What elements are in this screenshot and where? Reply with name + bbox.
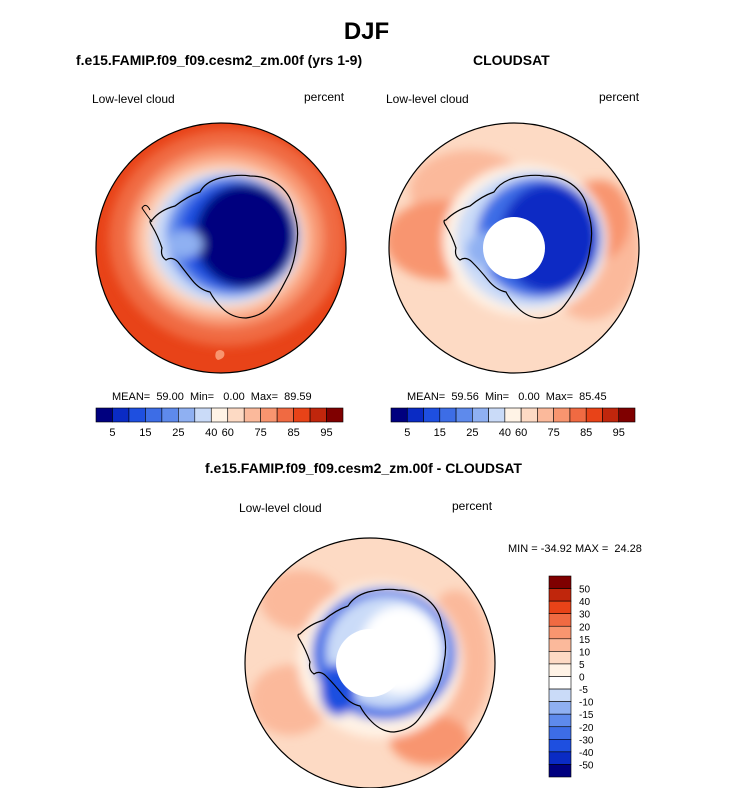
colorbar-swatch (145, 407, 163, 423)
colorbar-swatch (548, 739, 572, 753)
colorbar-swatch (548, 726, 572, 740)
colorbar-tick-label: 15 (579, 635, 591, 646)
colorbar-tick-label: 85 (580, 427, 592, 439)
colorbar-swatch (472, 407, 489, 423)
panel1-variable-label: Low-level cloud (92, 92, 175, 106)
colorbar-tick-label: 5 (579, 660, 585, 671)
panel3-stats: MIN = -34.92 MAX = 24.28 (508, 543, 642, 555)
panel3-variable-label: Low-level cloud (239, 501, 322, 515)
panel1-stats: MEAN= 59.00 Min= 0.00 Max= 89.59 (112, 391, 312, 403)
colorbar-tick-label: 25 (172, 427, 184, 439)
colorbar-tick-label: 30 (579, 610, 591, 621)
colorbar-tick-label: 15 (139, 427, 151, 439)
colorbar-tick-label: 60 (515, 427, 527, 439)
colorbar-swatch (260, 407, 278, 423)
panel2-variable-label: Low-level cloud (386, 92, 469, 106)
colorbar-tick-label: 5 (404, 427, 410, 439)
colorbar-swatch (406, 407, 424, 423)
colorbar-swatch (488, 407, 506, 423)
colorbar-swatch (243, 407, 261, 423)
panel3-map (244, 537, 496, 788)
page-title: DJF (343, 18, 390, 45)
colorbar-swatch (520, 407, 538, 423)
colorbar-swatch (548, 625, 572, 640)
panel1-units-label: percent (304, 90, 345, 104)
colorbar-tick-label: -10 (579, 698, 594, 709)
colorbar-tick-label: 10 (579, 647, 591, 658)
colorbar-tick-label: 95 (613, 427, 625, 439)
colorbar-tick-label: 75 (255, 427, 267, 439)
colorbar-tick-label: -20 (579, 723, 594, 734)
colorbar-tick-label: 40 (579, 597, 591, 608)
colorbar-swatch (227, 407, 245, 423)
colorbar-tick-label: 95 (320, 427, 332, 439)
colorbar-swatch (602, 407, 620, 423)
colorbar-tick-label: 15 (434, 427, 446, 439)
colorbar-swatch (293, 407, 311, 423)
colorbar-swatch (504, 407, 522, 423)
panel3-title: f.e15.FAMIP.f09_f09.cesm2_zm.00f - CLOUD… (205, 460, 522, 476)
panel2-title: CLOUDSAT (473, 52, 550, 68)
colorbar-swatch (553, 407, 571, 423)
colorbar-swatch (128, 407, 146, 423)
colorbar-tick-label: -5 (579, 685, 588, 696)
panel3-units-label: percent (452, 499, 493, 513)
colorbar-swatch (161, 407, 179, 423)
colorbar-tick-label: 60 (222, 427, 234, 439)
colorbar-swatch (439, 407, 457, 423)
colorbar-swatch (276, 407, 294, 423)
colorbar-swatch (585, 407, 603, 423)
colorbar-tick-label: 75 (548, 427, 560, 439)
colorbar-tick-label: 40 (499, 427, 511, 439)
colorbar-tick-label: 0 (579, 673, 585, 684)
colorbar-swatch (548, 600, 572, 614)
panel1-map (95, 122, 347, 374)
colorbar-swatch (548, 663, 572, 677)
colorbar-swatch (210, 407, 229, 423)
colorbar-swatch (548, 588, 572, 602)
colorbar-swatch (548, 701, 572, 715)
colorbar-swatch (423, 407, 441, 423)
colorbar-tick-label: -30 (579, 735, 594, 746)
colorbar-tick-label: -15 (579, 710, 594, 721)
colorbar-tick-label: 25 (466, 427, 478, 439)
colorbar-swatch (112, 407, 130, 423)
colorbar-swatch (569, 407, 587, 423)
colorbar-tick-label: 85 (287, 427, 299, 439)
colorbar-swatch (548, 575, 572, 589)
panel2-map (388, 122, 640, 374)
colorbar-swatch (390, 407, 408, 423)
colorbar-swatch (548, 764, 572, 778)
panel3-polar-gap (336, 629, 404, 697)
colorbar-swatch (548, 713, 572, 728)
colorbar-swatch (309, 407, 327, 423)
colorbar-tick-label: -50 (579, 760, 594, 771)
colorbar-tick-label: 40 (205, 427, 217, 439)
panel1-title: f.e15.FAMIP.f09_f09.cesm2_zm.00f (yrs 1-… (76, 52, 363, 68)
colorbar-swatch (618, 407, 636, 423)
colorbar-tick-label: 50 (579, 585, 591, 596)
panel2-stats: MEAN= 59.56 Min= 0.00 Max= 85.45 (407, 391, 607, 403)
colorbar-tick-label: 5 (109, 427, 115, 439)
panel2-colorbar: 5 15 25 40 60 75 85 95 (390, 407, 636, 439)
colorbar-swatch (537, 407, 554, 423)
colorbar-swatch (194, 407, 212, 423)
colorbar-swatch (548, 638, 572, 652)
colorbar-tick-label: 20 (579, 622, 591, 633)
colorbar-tick-label: -40 (579, 748, 594, 759)
colorbar-swatch (548, 651, 572, 665)
colorbar-swatch (95, 407, 113, 423)
colorbar-swatch (178, 407, 196, 423)
colorbar-swatch (548, 613, 572, 627)
panel2-polar-gap (483, 217, 545, 279)
panel2-units-label: percent (599, 90, 640, 104)
colorbar-swatch (548, 688, 572, 702)
colorbar-swatch (548, 751, 572, 765)
colorbar-swatch (548, 676, 572, 690)
panel1-colorbar: 5 15 25 40 60 75 85 95 (95, 407, 344, 439)
colorbar-swatch (455, 407, 473, 423)
colorbar-swatch (326, 407, 344, 423)
